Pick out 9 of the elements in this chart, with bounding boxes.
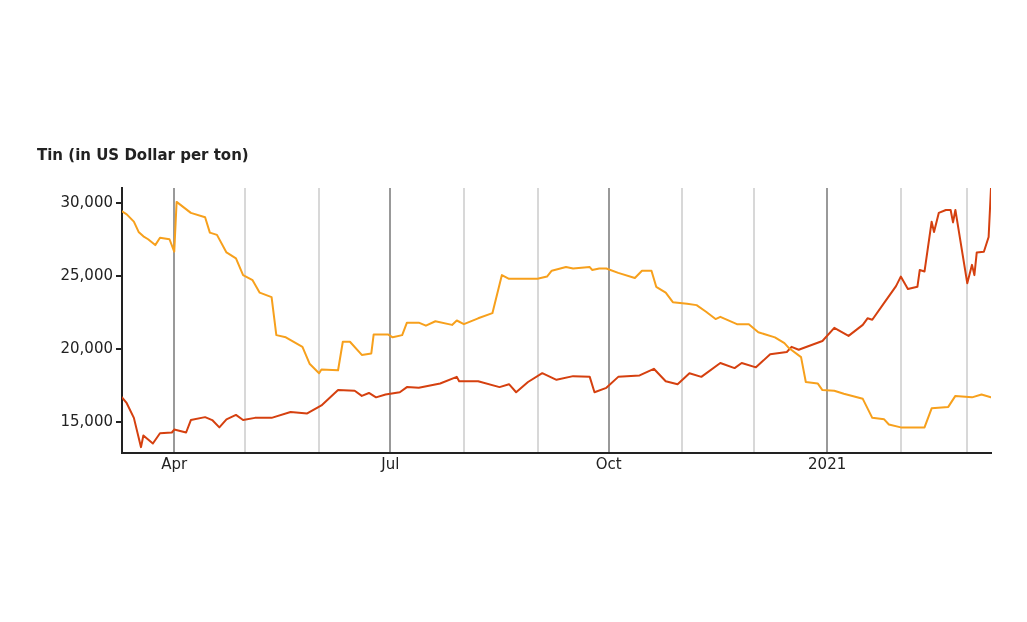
x-tick-label: Oct — [595, 454, 622, 473]
chart-title: Tin (in US Dollar per ton) — [37, 146, 249, 164]
y-tick-label: 20,000 — [60, 338, 113, 357]
y-tick-label: 30,000 — [60, 192, 113, 211]
y-tick-label: 25,000 — [60, 265, 113, 284]
x-tick-label: 2021 — [808, 454, 847, 473]
x-tick-label: Apr — [161, 454, 189, 473]
y-tick-label: 15,000 — [60, 412, 113, 431]
x-tick-label: Jul — [380, 454, 400, 473]
